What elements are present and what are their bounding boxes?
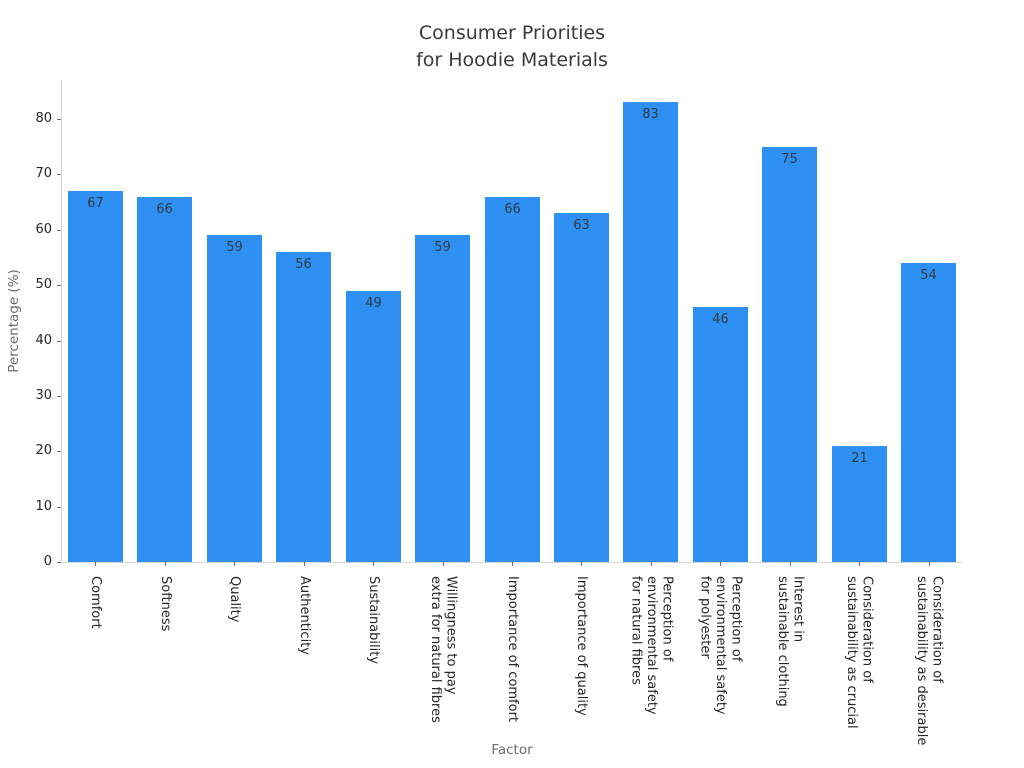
x-tick-mark: [651, 562, 652, 566]
bar-value-label: 54: [920, 268, 937, 283]
x-tick-label: Interest in sustainable clothing: [775, 576, 806, 707]
y-tick-label: 30: [35, 388, 52, 403]
bar-value-label: 75: [781, 152, 798, 167]
x-tick-mark: [720, 562, 721, 566]
x-tick-mark: [859, 562, 860, 566]
x-tick-label: Quality: [226, 576, 242, 623]
y-tick-mark: [57, 230, 61, 231]
bar: [901, 263, 956, 562]
bar-value-label: 83: [642, 107, 659, 122]
bar: [623, 102, 678, 562]
y-tick-label: 70: [35, 166, 52, 181]
bar: [832, 446, 887, 562]
x-tick-mark: [304, 562, 305, 566]
y-tick-label: 20: [35, 443, 52, 458]
x-tick-label: Consideration of sustainability as cruci…: [844, 576, 875, 729]
bar-value-label: 56: [295, 257, 312, 272]
bar: [137, 197, 192, 562]
bar: [693, 307, 748, 562]
chart-title: Consumer Priorities for Hoodie Materials: [416, 22, 608, 71]
bar: [207, 235, 262, 562]
y-axis-spine: [61, 80, 62, 562]
x-tick-label: Softness: [157, 576, 173, 632]
bar: [485, 197, 540, 562]
x-tick-mark: [790, 562, 791, 566]
bar: [762, 147, 817, 562]
x-tick-mark: [929, 562, 930, 566]
x-tick-label: Sustainability: [365, 576, 381, 665]
bar: [554, 213, 609, 562]
y-tick-label: 60: [35, 222, 52, 237]
bar-value-label: 21: [851, 451, 868, 466]
y-tick-label: 10: [35, 499, 52, 514]
bar-value-label: 46: [712, 312, 729, 327]
y-tick-mark: [57, 119, 61, 120]
x-tick-mark: [95, 562, 96, 566]
y-tick-label: 0: [43, 554, 52, 569]
bar-value-label: 67: [87, 196, 104, 211]
y-tick-mark: [57, 507, 61, 508]
bar: [68, 191, 123, 562]
bar-value-label: 59: [434, 240, 451, 255]
x-tick-label: Importance of quality: [573, 576, 589, 716]
x-tick-label: Consideration of sustainability as desir…: [914, 576, 945, 746]
x-axis-spine: [61, 562, 962, 563]
bar-value-label: 59: [226, 240, 243, 255]
x-tick-mark: [373, 562, 374, 566]
x-tick-mark: [165, 562, 166, 566]
x-tick-label: Willingness to pay extra for natural fib…: [428, 576, 459, 723]
x-axis-label: Factor: [491, 742, 533, 758]
x-tick-mark: [443, 562, 444, 566]
y-tick-mark: [57, 174, 61, 175]
x-tick-mark: [234, 562, 235, 566]
x-tick-label: Comfort: [87, 576, 103, 629]
y-tick-mark: [57, 285, 61, 286]
y-tick-mark: [57, 396, 61, 397]
bar: [415, 235, 470, 562]
y-tick-mark: [57, 341, 61, 342]
y-tick-mark: [57, 562, 61, 563]
bar-value-label: 66: [504, 202, 521, 217]
y-tick-label: 50: [35, 277, 52, 292]
x-tick-label: Authenticity: [296, 576, 312, 655]
bar-value-label: 66: [156, 202, 173, 217]
y-tick-mark: [57, 451, 61, 452]
x-tick-label: Importance of comfort: [504, 576, 520, 723]
x-tick-label: Perception of environmental safety for n…: [628, 576, 675, 715]
bar: [346, 291, 401, 562]
x-tick-mark: [581, 562, 582, 566]
y-tick-label: 40: [35, 333, 52, 348]
bar-value-label: 49: [365, 296, 382, 311]
x-tick-mark: [512, 562, 513, 566]
bar: [276, 252, 331, 562]
bar-value-label: 63: [573, 218, 590, 233]
y-tick-label: 80: [35, 111, 52, 126]
x-tick-label: Perception of environmental safety for p…: [697, 576, 744, 715]
